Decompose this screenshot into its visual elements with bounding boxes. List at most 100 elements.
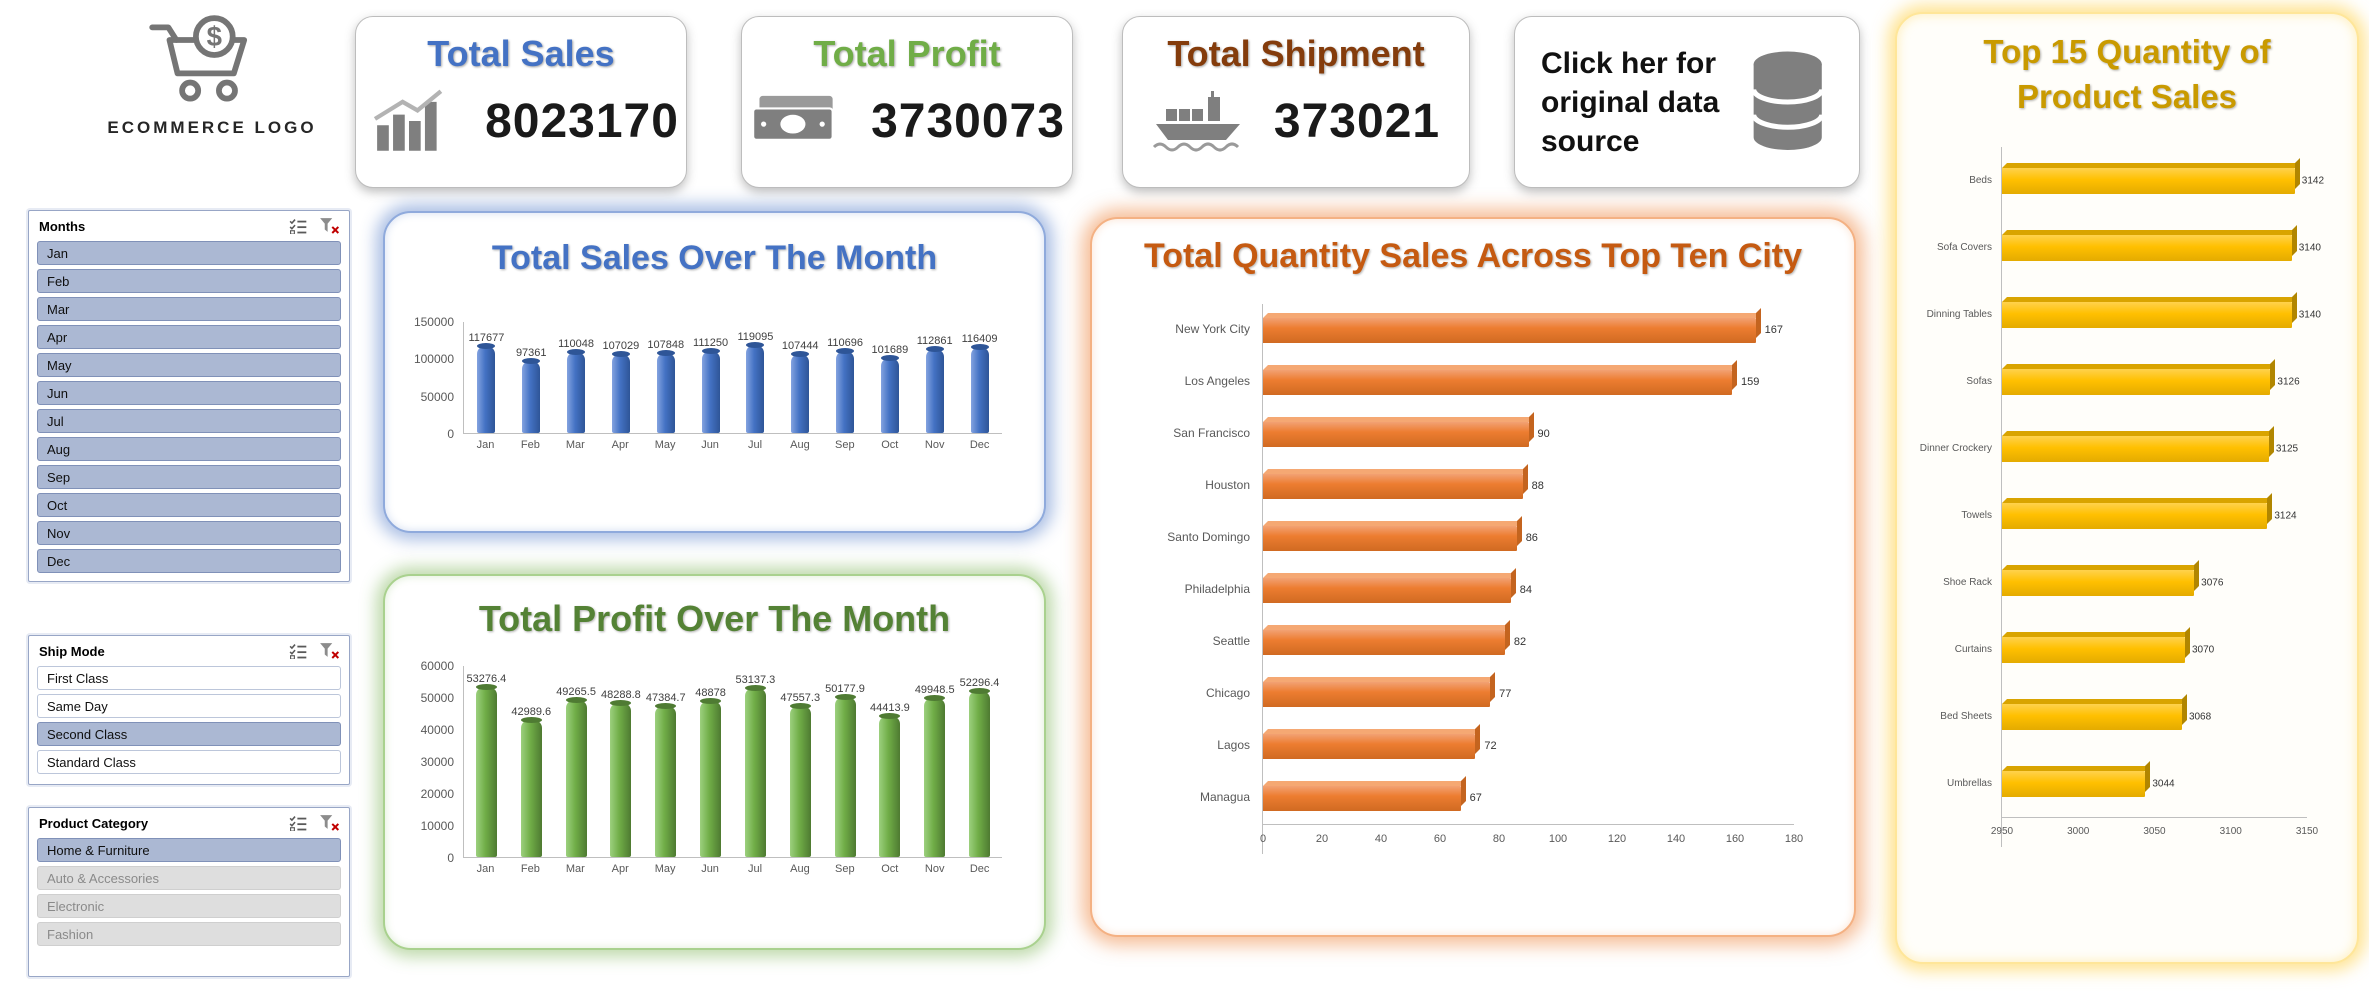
slicer-item[interactable]: Apr [37,325,341,349]
slicer-item[interactable]: Jun [37,381,341,405]
slicer-item[interactable]: Jul [37,409,341,433]
multi-select-button[interactable] [285,812,311,834]
slicer-item[interactable]: First Class [37,666,341,690]
slicer-item[interactable]: Same Day [37,694,341,718]
x-axis-label: Mar [565,439,585,451]
value-label: 88 [1531,480,1544,492]
data-label: 47384.7 [645,692,686,705]
total-sales-column-chart: 0 50000 100000 150000 117677 97361 110048 1070… [399,315,1002,451]
data-source-label: Click her for original data source [1541,46,1720,158]
bar [744,684,766,857]
bar [610,700,632,857]
chart-column: 53137.3 [733,666,778,857]
data-label: 112861 [916,335,953,348]
bar-track: 86 [1262,512,1794,564]
x-axis-label: Oct [881,863,899,875]
chart-column: 52296.4 [957,666,1002,857]
category-label: Bed Sheets [1940,710,1992,722]
x-axis-label: Dec [969,863,990,875]
data-label: 107848 [647,339,685,352]
category-label: Shoe Rack [1943,576,1992,588]
multi-select-button[interactable] [285,215,311,237]
slicer-item[interactable]: Home & Furniture [37,838,341,862]
category-label: Seattle [1212,634,1250,649]
chart-row: Lagos 72 [1112,720,1794,772]
y-axis-tick: 0 [447,427,454,441]
plot-area: New York City 167 Los Angeles 159 San Franci… [1112,304,1794,824]
ship-icon [1152,91,1240,152]
x-axis-tick: 160 [1725,833,1745,845]
plot-area: 117677 97361 110048 107029 107848 111250 11909… [463,322,1002,434]
slicer-item[interactable]: Nov [37,521,341,545]
x-axis-label: Feb [520,863,540,875]
chart-column: 53276.4 [464,666,509,857]
slicer-item[interactable]: Oct [37,493,341,517]
chart-column: 117677 [464,322,509,433]
x-axis-label: Apr [611,863,629,875]
category-label: Beds [1969,174,1992,186]
value-label: 67 [1469,792,1482,804]
x-axis-label: Dec [969,439,990,451]
data-label: 111250 [693,336,729,349]
chart-row: Shoe Rack 3076 [1905,549,2307,617]
category-label: Managua [1199,790,1250,805]
value-label: 3076 [2201,577,2224,589]
clear-filter-button[interactable] [316,640,342,662]
slicer-item[interactable]: Second Class [37,722,341,746]
x-axis-label: Jun [701,439,719,451]
chart-column: 47557.3 [778,666,823,857]
category-label: Sofas [1966,375,1992,387]
x-axis-tick: 120 [1607,833,1627,845]
bar: 88 [1263,473,1544,499]
data-label: 50177.9 [825,683,865,696]
bar [656,350,675,433]
plot-area: Beds 3142 Sofa Covers 3140 Dinning Tables 314… [1905,147,2324,818]
y-axis-tick: 0 [447,851,454,865]
clear-filter-button[interactable] [316,812,342,834]
x-axis-label: Apr [611,439,629,451]
value-label: 159 [1741,376,1760,388]
kpi-card-total-shipment: Total Shipment 373021 [1122,16,1470,188]
chart-title-city-quantity: Total Quantity Sales Across Top Ten City [1143,237,1803,275]
slicer-item[interactable]: Aug [37,437,341,461]
bar-track: 3070 [2001,616,2307,684]
multi-select-button[interactable] [285,640,311,662]
clear-filter-icon [319,218,339,234]
bar: 67 [1263,785,1482,811]
y-axis-tick: 100000 [413,352,454,367]
data-source-link-card[interactable]: Click her for original data source [1514,16,1860,188]
plot-area: 53276.4 42989.6 49265.5 48288.8 47384.7 48878… [463,666,1002,858]
bar-track: 67 [1262,772,1794,824]
slicer-item[interactable]: Standard Class [37,750,341,774]
chart-row: Sofa Covers 3140 [1905,214,2321,282]
value-label: 90 [1537,428,1550,440]
slicer-item[interactable]: Jan [37,241,341,265]
slicer-item[interactable]: Fashion [37,922,341,946]
clear-filter-button[interactable] [316,215,342,237]
chart-column: 48288.8 [598,666,643,857]
kpi-title-total-shipment: Total Shipment [1167,33,1425,74]
chart-row: Dinning Tables 3140 [1905,281,2321,349]
bar [836,348,855,433]
y-axis-tick: 50000 [420,389,454,404]
slicer-item[interactable]: Auto & Accessories [37,866,341,890]
chart-row: Dinner Crockery 3125 [1905,415,2307,483]
slicer-item[interactable]: Sep [37,465,341,489]
slicer-item[interactable]: May [37,353,341,377]
value-label: 3125 [2275,443,2299,455]
data-label: 117677 [468,331,505,344]
x-axis-tick: 2950 [1990,826,2014,838]
multi-select-icon [289,218,306,235]
axis-spacer [1112,824,1262,854]
category-label: Chicago [1205,686,1250,701]
chart-row: Towels 3124 [1905,482,2307,550]
slicer-item[interactable]: Electronic [37,894,341,918]
chart-row: Umbrellas 3044 [1905,750,2307,818]
category-label: Dinning Tables [1926,308,1992,320]
slicer-item[interactable]: Feb [37,269,341,293]
slicer-item[interactable]: Dec [37,549,341,573]
value-label: 84 [1519,584,1533,596]
chart-column: 47384.7 [643,666,688,857]
slicer-item[interactable]: Mar [37,297,341,321]
chart-column: 48878 [688,666,733,857]
